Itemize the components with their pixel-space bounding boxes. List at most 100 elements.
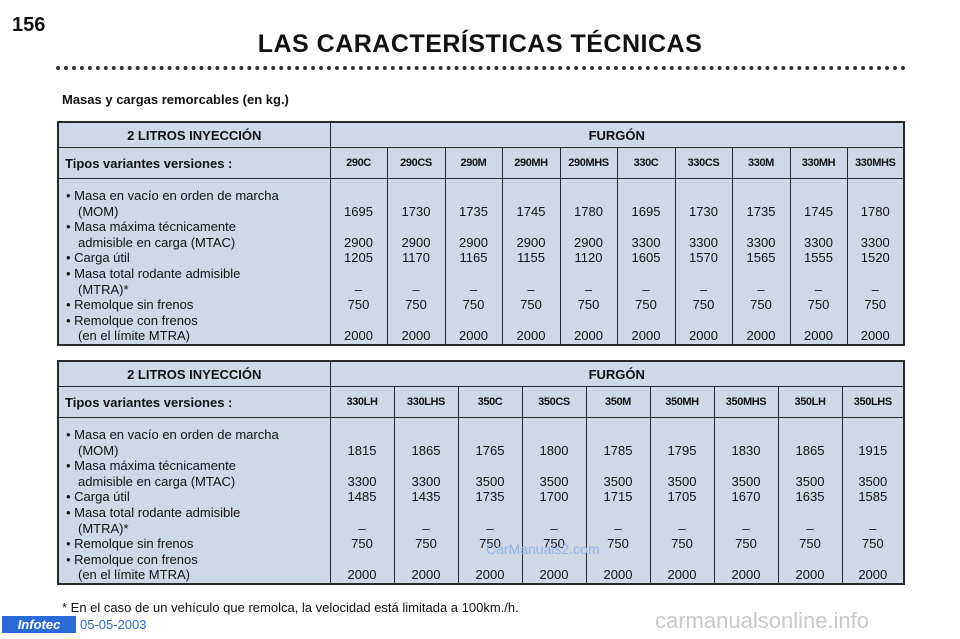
value-cell: 1735 [746, 203, 776, 219]
value-cell: 1785 [603, 442, 633, 458]
value-cell: 1730 [689, 203, 718, 219]
row-label: • Carga útil [66, 489, 130, 505]
value-cell: 1735 [475, 489, 505, 505]
value-cell: 3300 [347, 473, 377, 489]
value-cell: 1800 [539, 442, 569, 458]
row-label: (MTRA)* [78, 520, 129, 536]
watermark-corner: carmanualsonline.info [655, 608, 870, 633]
value-cell: – [412, 281, 420, 297]
row-label: • Masa máxima técnicamente [66, 458, 237, 474]
value-cell: 750 [462, 297, 485, 313]
value-cell: 2900 [516, 234, 546, 250]
value-column: 1800 3500 1700 –750 2000 [521, 416, 587, 585]
value-column: 1865 3500 1635 –750 2000 [777, 416, 843, 585]
value-cell: 750 [543, 536, 565, 552]
value-cell: – [678, 520, 686, 536]
value-cell: – [757, 281, 765, 297]
footnote: * En el caso de un vehículo que remolca,… [62, 600, 519, 615]
variant-header: 290CS [386, 147, 446, 179]
value-cell: 750 [692, 297, 715, 313]
value-cell: 750 [861, 536, 884, 552]
value-cell: 1585 [858, 489, 888, 505]
value-cell: 2900 [344, 234, 373, 250]
row-label: (MTRA)* [78, 281, 129, 297]
value-cell: 750 [405, 297, 427, 313]
value-column: 1745 3300 1555 –750 2000 [789, 177, 848, 346]
value-cell: – [354, 281, 363, 297]
value-cell: – [871, 281, 879, 297]
variant-header: 350MHS [713, 386, 779, 418]
row-label: (en el límite MTRA) [78, 567, 190, 583]
variant-header: 330MH [789, 147, 848, 179]
value-column: 1785 3500 1715 –750 2000 [585, 416, 651, 585]
value-cell: 750 [607, 536, 629, 552]
variant-header: 330C [616, 147, 676, 179]
variant-header: 330LH [329, 386, 395, 418]
value-cell: – [642, 281, 650, 297]
row-labels: • Masa en vacío en orden de marcha (MOM)… [57, 416, 331, 585]
value-cell: 1730 [401, 203, 431, 219]
value-cell: 2900 [401, 234, 431, 250]
value-cell: 1745 [516, 203, 546, 219]
value-cell: 1635 [795, 489, 825, 505]
value-column: 1915 3500 1585 –750 2000 [841, 416, 905, 585]
value-cell: 1865 [411, 442, 441, 458]
value-cell: 2000 [804, 328, 833, 344]
value-cell: 1170 [402, 250, 430, 266]
value-cell: – [550, 520, 558, 536]
value-cell: 1815 [347, 442, 377, 458]
variant-header: 330M [731, 147, 791, 179]
value-cell: 750 [577, 297, 600, 313]
value-cell: 3500 [667, 473, 697, 489]
variant-header: 350C [457, 386, 523, 418]
variant-header: 350LHS [841, 386, 905, 418]
variants-row: Tipos variantes versiones : 290C 290CS 2… [57, 147, 905, 179]
value-cell: 2000 [574, 328, 603, 344]
value-cell: 1765 [475, 442, 505, 458]
value-cell: 750 [520, 297, 542, 313]
variant-header: 290MH [501, 147, 561, 179]
value-cell: 1435 [411, 489, 441, 505]
variants-label: Tipos variantes versiones : [57, 147, 331, 179]
value-cell: 1915 [858, 442, 888, 458]
section-subtitle: Masas y cargas remorcables (en kg.) [62, 92, 289, 107]
variant-header: 290MHS [559, 147, 618, 179]
page-number: 156 [12, 14, 46, 36]
value-cell: – [358, 520, 366, 536]
value-cell: 1780 [860, 203, 890, 219]
value-cell: – [814, 281, 823, 297]
value-column: 1765 3500 1735 –750 2000 [457, 416, 523, 585]
watermark-center: CarManuals2.com [486, 541, 600, 557]
value-cell: 1745 [804, 203, 833, 219]
value-cell: 1155 [517, 250, 545, 266]
value-cell: 2000 [411, 567, 441, 583]
value-cell: – [584, 281, 593, 297]
variant-header: 350MH [649, 386, 715, 418]
value-cell: 1795 [667, 442, 697, 458]
value-cell: 750 [735, 536, 757, 552]
value-column: 1780 2900 1120 –750 2000 [559, 177, 618, 346]
value-cell: 2000 [344, 328, 373, 344]
value-cell: – [422, 520, 430, 536]
value-cell: 2000 [401, 328, 431, 344]
value-cell: 2000 [539, 567, 569, 583]
value-cell: 2000 [475, 567, 505, 583]
row-label: • Carga útil [66, 250, 130, 266]
row-label: • Remolque con frenos [66, 312, 198, 328]
row-label: • Masa total rodante admisible [66, 265, 241, 281]
value-column: 1780 3300 1520 –750 2000 [846, 177, 905, 346]
spec-table-2: 2 LITROS INYECCIÓN FURGÓN Tipos variante… [57, 360, 906, 585]
row-label: • Masa máxima técnicamente [66, 219, 237, 235]
value-cell: 1695 [344, 203, 373, 219]
value-cell: 2000 [860, 328, 890, 344]
values-row: • Masa en vacío en orden de marcha (MOM)… [57, 416, 905, 585]
value-cell: – [469, 281, 478, 297]
value-cell: 750 [415, 536, 437, 552]
value-column: 1730 2900 1170 –750 2000 [386, 177, 446, 346]
value-cell: 1865 [795, 442, 825, 458]
value-cell: 1695 [631, 203, 661, 219]
value-cell: 750 [671, 536, 693, 552]
value-cell: 1120 [574, 250, 603, 266]
row-label: admisible en carga (MTAC) [78, 234, 236, 250]
value-cell: 2000 [746, 328, 776, 344]
